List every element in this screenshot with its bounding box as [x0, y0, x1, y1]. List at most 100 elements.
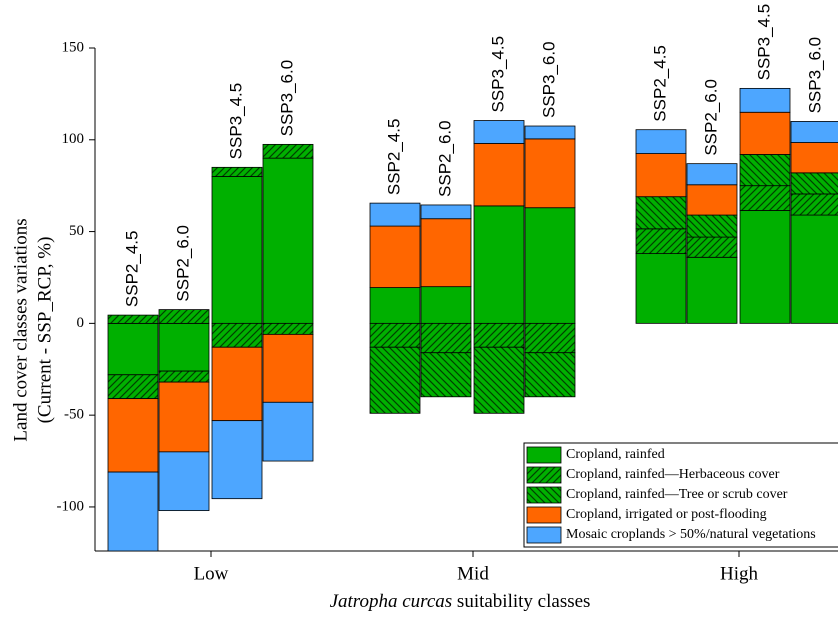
bar-segment: [211, 322, 263, 348]
legend-swatch: [526, 526, 562, 544]
bar-segment: [790, 214, 838, 324]
x-label-species: Jatropha curcas: [330, 591, 453, 612]
bar-segment: [739, 210, 791, 324]
bar-segment: [686, 236, 738, 258]
bar-segment: [686, 163, 738, 186]
legend-swatch: [526, 466, 562, 484]
bar-label: SSP3_4.5: [488, 36, 507, 113]
bar-segment: [420, 322, 472, 354]
bar-segment: [262, 322, 314, 335]
legend-box: [523, 442, 838, 548]
bar-label: SSP3_4.5: [226, 83, 245, 160]
y-tick-label: -50: [64, 407, 84, 423]
bar-label: SSP2_6.0: [701, 79, 720, 156]
legend-swatch: [526, 486, 562, 504]
bar-label: SSP3_6.0: [277, 60, 296, 137]
group-label: Low: [194, 563, 229, 584]
legend-swatch: [526, 446, 562, 464]
legend: Cropland, rainfed Cropland, rainfed—Herba…: [523, 442, 838, 548]
y-label-line: Land cover classes variations: [10, 218, 31, 441]
bar-segment: [107, 471, 159, 552]
bar-segment: [686, 184, 738, 216]
y-tick-label: -100: [57, 498, 85, 514]
bars: [107, 87, 838, 552]
bar-segment: [739, 154, 791, 187]
bar-segment: [369, 225, 421, 288]
bar-label: SSP2_6.0: [173, 225, 192, 302]
bar-segment: [473, 322, 525, 348]
bar-segment: [211, 420, 263, 500]
bar-segment: [158, 322, 210, 372]
bar-label: SSP3_4.5: [754, 4, 773, 81]
bar-segment: [262, 143, 314, 159]
legend-label: Cropland, rainfed—Tree or scrub cover: [566, 487, 788, 502]
y-tick-label: 100: [62, 131, 85, 147]
legend-label: Cropland, rainfed: [566, 447, 665, 462]
y-label-line: (Current - SSP_RCP, %): [34, 237, 55, 424]
bar-segment: [524, 322, 576, 354]
bar-segment: [739, 185, 791, 211]
bar-segment: [686, 214, 738, 238]
bar-segment: [420, 218, 472, 288]
legend-swatch: [526, 506, 562, 524]
y-tick-label: 0: [77, 315, 85, 331]
bar-label: SSP2_6.0: [435, 120, 454, 197]
bar-segment: [420, 286, 472, 324]
bar-segment: [262, 157, 314, 324]
bar-segment: [211, 176, 263, 324]
bar-segment: [158, 370, 210, 383]
y-tick-label: 50: [69, 223, 84, 239]
x-axis-label: Jatropha curcas suitability classes: [330, 591, 591, 612]
bar-segment: [107, 398, 159, 473]
bar-segment: [790, 193, 838, 216]
bar-segment: [686, 256, 738, 324]
bar-segment: [635, 153, 687, 198]
bar-segment: [635, 228, 687, 255]
bar-segment: [420, 204, 472, 220]
bar-segment: [158, 381, 210, 453]
bar-segment: [158, 309, 210, 324]
legend-label: Cropland, irrigated or post-flooding: [566, 507, 767, 522]
y-tick-label: 150: [62, 39, 85, 55]
bar-segment: [790, 172, 838, 195]
bar-segment: [473, 346, 525, 414]
y-axis-label: Land cover classes variations (Current -…: [10, 218, 55, 441]
bar-segment: [473, 143, 525, 207]
legend-label: Cropland, rainfed—Herbaceous cover: [566, 467, 780, 482]
legend-label: Mosaic croplands > 50%/natural vegetatio…: [566, 527, 816, 542]
bar-segment: [107, 374, 159, 400]
bar-segment: [524, 125, 576, 140]
bar-label: SSP2_4.5: [384, 119, 403, 196]
bar-segment: [473, 205, 525, 324]
bar-segment: [369, 346, 421, 414]
bar-label: SSP2_4.5: [650, 45, 669, 122]
bar-segment: [369, 287, 421, 324]
bar-segment: [739, 111, 791, 155]
bar-segment: [420, 352, 472, 398]
bar-segment: [211, 346, 263, 422]
bar-segment: [107, 322, 159, 376]
group-label: Mid: [457, 563, 489, 584]
bar-segment: [524, 207, 576, 324]
bar-segment: [473, 120, 525, 144]
bar-label: SSP2_4.5: [122, 231, 141, 308]
bar-label: SSP3_6.0: [805, 37, 824, 114]
bar-segment: [211, 166, 263, 177]
bar-segment: [790, 142, 838, 174]
bar-segment: [790, 121, 838, 143]
bar-segment: [635, 196, 687, 230]
bar-segment: [369, 322, 421, 348]
bar-segment: [524, 352, 576, 398]
group-label: High: [720, 563, 759, 584]
bar-segment: [262, 333, 314, 403]
bar-segment: [262, 401, 314, 462]
bar-segment: [107, 314, 159, 324]
bar-segment: [524, 138, 576, 209]
x-label-text: suitability classes: [457, 591, 591, 612]
bar-segment: [158, 451, 210, 512]
bar-label: SSP3_6.0: [539, 41, 558, 118]
bar-segment: [635, 129, 687, 154]
bar-segment: [635, 253, 687, 324]
bar-segment: [739, 87, 791, 113]
